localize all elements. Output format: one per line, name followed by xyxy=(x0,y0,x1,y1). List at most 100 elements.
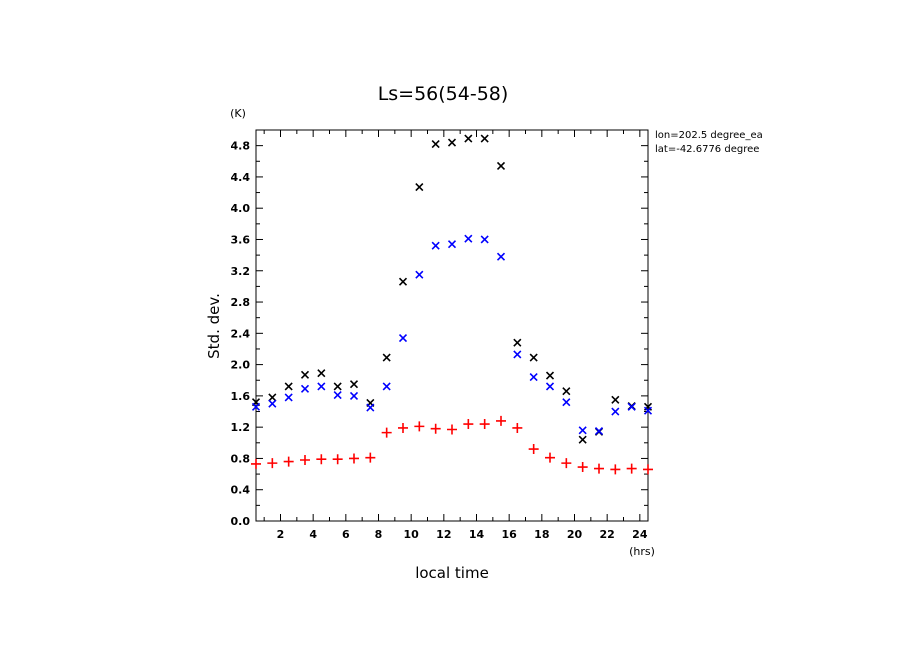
data-point xyxy=(512,422,523,433)
data-point xyxy=(300,370,310,379)
chart-title: Ls=56(54-58) xyxy=(378,83,509,105)
data-point xyxy=(611,407,620,416)
data-point xyxy=(496,415,506,426)
data-point xyxy=(447,138,457,147)
data-point xyxy=(415,183,424,192)
data-point xyxy=(627,402,636,411)
data-point xyxy=(480,134,489,143)
data-point xyxy=(479,419,490,430)
y-tick-label: 1.6 xyxy=(231,390,251,403)
data-point xyxy=(480,235,489,244)
x-unit-label: (hrs) xyxy=(629,545,655,558)
y-tick-label: 1.2 xyxy=(231,421,251,434)
data-point xyxy=(577,462,588,473)
data-point xyxy=(251,458,261,469)
y-tick-label: 4.0 xyxy=(231,202,251,215)
data-point xyxy=(545,382,555,391)
x-tick-label: 8 xyxy=(375,528,383,541)
data-point xyxy=(643,464,653,475)
data-point xyxy=(349,453,359,464)
x-tick-label: 20 xyxy=(567,528,583,541)
data-point xyxy=(562,398,571,407)
data-point xyxy=(332,454,343,465)
y-tick-label: 0.0 xyxy=(231,515,251,528)
data-point xyxy=(594,463,604,474)
data-point xyxy=(333,382,342,391)
x-tick-label: 14 xyxy=(469,528,485,541)
data-point xyxy=(561,458,572,469)
data-point xyxy=(545,452,555,463)
data-point xyxy=(398,277,408,286)
data-point xyxy=(382,382,391,391)
data-point xyxy=(528,444,539,455)
y-unit-label: (K) xyxy=(230,107,246,120)
x-tick-label: 4 xyxy=(309,528,317,541)
data-point xyxy=(300,455,310,466)
data-point xyxy=(578,435,587,444)
data-point xyxy=(594,427,604,436)
data-point xyxy=(513,338,522,347)
plot-frame xyxy=(255,129,649,522)
data-point xyxy=(464,234,473,243)
data-point xyxy=(366,403,375,412)
data-point xyxy=(317,382,326,391)
data-point xyxy=(317,369,326,378)
data-point xyxy=(381,427,392,438)
data-point xyxy=(316,454,327,465)
data-point xyxy=(431,241,440,250)
annotation-lon: lon=202.5 degree_ea xyxy=(655,130,763,141)
x-axis-label: local time xyxy=(415,564,489,582)
data-point xyxy=(333,391,342,400)
data-point xyxy=(382,353,391,362)
x-tick-label: 22 xyxy=(600,528,615,541)
data-point xyxy=(578,426,587,435)
annotation-lat: lat=-42.6776 degree xyxy=(655,144,759,155)
data-point xyxy=(414,421,425,432)
y-tick-label: 2.0 xyxy=(231,359,251,372)
data-point xyxy=(513,350,522,359)
data-point xyxy=(430,423,441,434)
y-tick-label: 0.4 xyxy=(231,484,251,497)
x-tick-label: 6 xyxy=(342,528,350,541)
y-tick-label: 4.8 xyxy=(231,140,251,153)
data-point xyxy=(611,395,620,404)
data-point xyxy=(562,387,571,396)
y-tick-label: 0.8 xyxy=(231,452,251,465)
data-point xyxy=(398,333,408,343)
x-tick-label: 18 xyxy=(534,528,549,541)
data-point xyxy=(626,463,637,474)
x-tick-label: 16 xyxy=(502,528,518,541)
data-point xyxy=(496,252,506,261)
y-tick-label: 3.2 xyxy=(231,265,251,278)
data-point xyxy=(447,240,457,249)
x-tick-label: 24 xyxy=(632,528,648,541)
data-point xyxy=(464,134,473,143)
data-point xyxy=(545,371,555,380)
data-point xyxy=(283,456,294,467)
data-point xyxy=(365,452,376,463)
data-point xyxy=(398,422,408,433)
y-tick-label: 2.8 xyxy=(231,296,251,309)
y-tick-label: 3.6 xyxy=(231,233,251,246)
data-point xyxy=(431,140,440,149)
data-point xyxy=(463,419,474,430)
y-tick-label: 4.4 xyxy=(231,171,251,184)
plot-area: 0.0 0.4 0.8 1.2 1.6 2.0 2.4 2.8 3.2 3.6 4.0 4.4 4.8 2… xyxy=(231,129,653,541)
x-tick-label: 2 xyxy=(277,528,285,541)
y-axis-label: Std. dev. xyxy=(205,293,223,359)
data-point xyxy=(643,406,653,415)
data-point xyxy=(349,380,359,389)
data-point xyxy=(529,353,538,362)
data-point xyxy=(349,391,359,400)
data-point xyxy=(268,393,277,402)
data-point xyxy=(267,458,278,469)
data-point xyxy=(529,373,538,382)
data-point xyxy=(447,424,457,435)
data-point xyxy=(415,270,424,279)
data-point xyxy=(610,464,621,475)
data-point xyxy=(268,399,277,408)
data-point xyxy=(284,393,293,402)
x-tick-label: 10 xyxy=(404,528,420,541)
x-tick-label: 12 xyxy=(436,528,451,541)
